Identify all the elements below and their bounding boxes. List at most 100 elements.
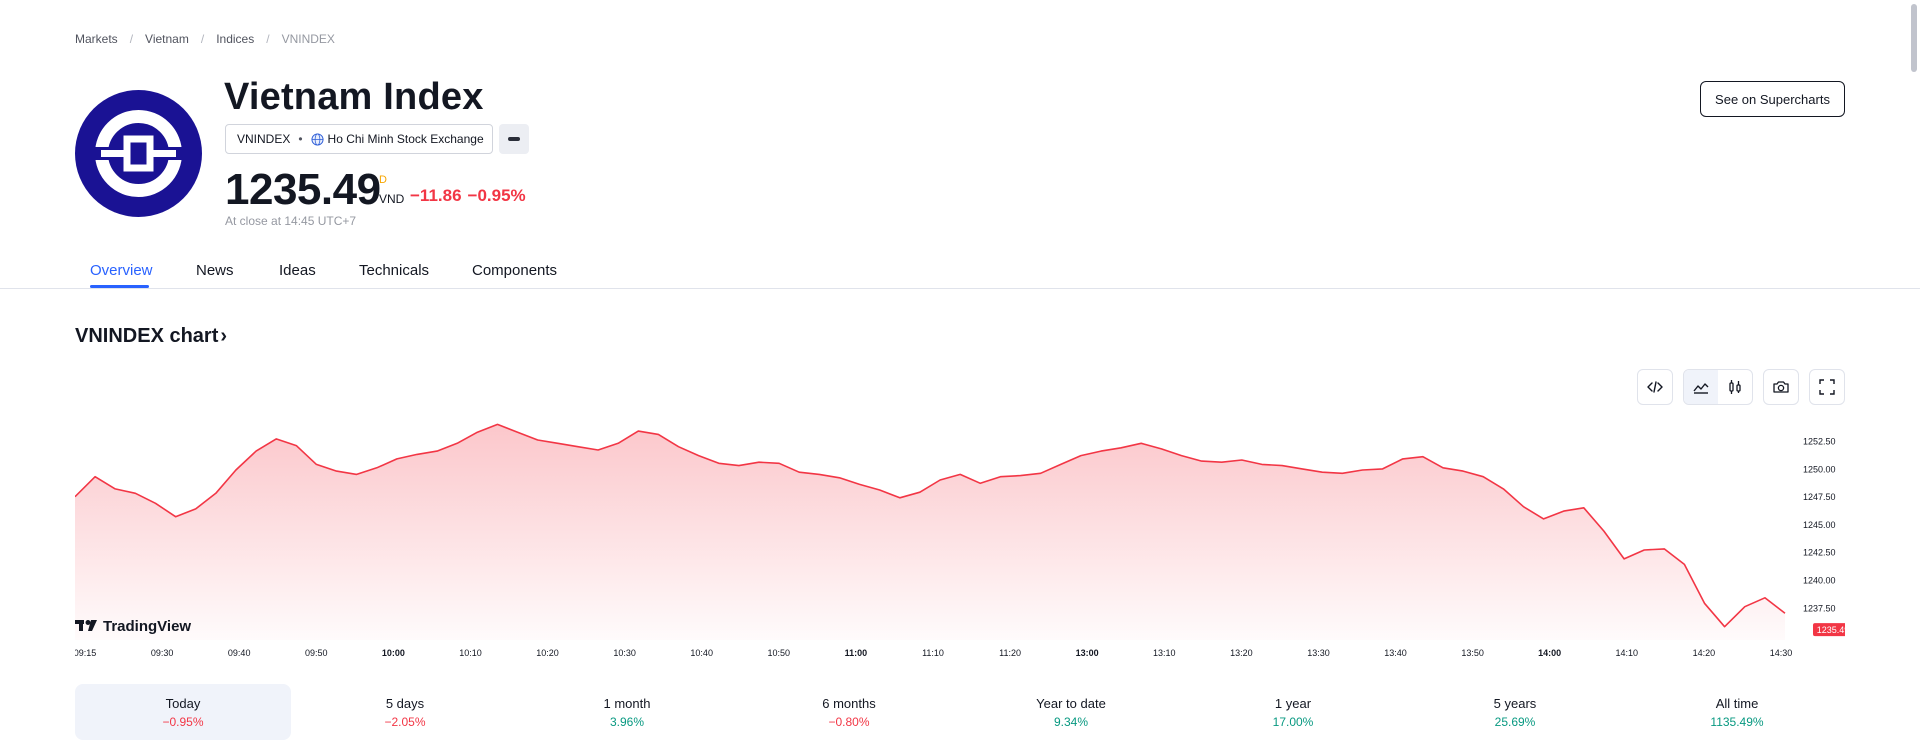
time-axis-label: 10:50 xyxy=(768,648,791,658)
time-axis-label: 13:30 xyxy=(1307,648,1330,658)
period-change: 17.00% xyxy=(1272,715,1314,729)
hose-logo-icon xyxy=(89,110,188,197)
time-axis-label: 13:50 xyxy=(1461,648,1484,658)
camera-icon xyxy=(1773,381,1789,393)
breadcrumb-separator: / xyxy=(200,32,205,46)
tab-ideas[interactable]: Ideas xyxy=(279,262,316,279)
area-chart-button[interactable] xyxy=(1684,370,1718,404)
price-axis-label: 1245.00 xyxy=(1803,520,1836,530)
time-axis-label: 09:40 xyxy=(228,648,251,658)
fullscreen-button[interactable] xyxy=(1809,369,1845,405)
chevron-right-icon: › xyxy=(220,325,228,347)
dot-separator: • xyxy=(298,132,303,146)
time-axis-label: 11:10 xyxy=(922,648,944,658)
period-item[interactable]: 1 year 17.00% xyxy=(1185,684,1401,740)
period-label: Year to date xyxy=(1036,696,1106,711)
period-item[interactable]: 1 month 3.96% xyxy=(519,684,735,740)
price-change: −11.86 −0.95% xyxy=(410,186,526,206)
symbol-exchange-box[interactable]: VNINDEX • Ho Chi Minh Stock Exchange xyxy=(225,124,493,154)
time-axis-label: 13:20 xyxy=(1230,648,1253,658)
breadcrumb-current: VNINDEX xyxy=(281,32,335,46)
breadcrumb-markets[interactable]: Markets xyxy=(75,32,118,46)
price-area-fill xyxy=(75,424,1785,640)
price-axis-label: 1247.50 xyxy=(1803,492,1836,502)
tradingview-wordmark: TradingView xyxy=(103,618,191,635)
period-change: 9.34% xyxy=(1053,715,1089,729)
change-value: −11.86 xyxy=(410,186,462,205)
period-label: 6 months xyxy=(822,696,876,711)
breadcrumb-indices[interactable]: Indices xyxy=(216,32,255,46)
chart-title-text: VNINDEX chart xyxy=(75,325,219,347)
period-label: 5 years xyxy=(1493,696,1537,711)
tab-bar: Overview News Ideas Technicals Component… xyxy=(0,258,1920,289)
minus-icon xyxy=(508,137,520,141)
screenshot-button[interactable] xyxy=(1763,369,1799,405)
period-item[interactable]: 5 days −2.05% xyxy=(297,684,513,740)
page-title: Vietnam Index xyxy=(224,76,484,118)
period-change: −0.95% xyxy=(162,715,204,729)
time-axis-label: 09:30 xyxy=(151,648,174,658)
tab-technicals[interactable]: Technicals xyxy=(359,262,430,279)
period-label: 1 year xyxy=(1274,696,1312,711)
time-axis-label: 10:40 xyxy=(690,648,713,658)
time-axis-label: 10:20 xyxy=(536,648,559,658)
tradingview-watermark: TradingView xyxy=(75,618,191,635)
period-item[interactable]: Today −0.95% xyxy=(75,684,291,740)
period-change: 1135.49% xyxy=(1710,715,1764,729)
embed-code-button[interactable] xyxy=(1637,369,1673,405)
price-axis: 1252.50 1250.00 1247.50 1245.00 1242.50 1240.… xyxy=(1803,437,1845,637)
price-axis-label: 1252.50 xyxy=(1803,437,1836,447)
period-change: −0.80% xyxy=(828,715,870,729)
index-logo xyxy=(75,90,202,217)
time-axis-label: 11:00 xyxy=(845,648,868,658)
period-item[interactable]: 5 years 25.69% xyxy=(1407,684,1623,740)
symbol-ticker: VNINDEX xyxy=(237,132,291,146)
see-on-supercharts-button[interactable]: See on Supercharts xyxy=(1700,81,1845,117)
period-item[interactable]: Year to date 9.34% xyxy=(963,684,1179,740)
price-line xyxy=(75,423,1786,628)
tab-components[interactable]: Components xyxy=(472,262,558,279)
period-label: 5 days xyxy=(385,696,425,711)
time-axis-label: 10:00 xyxy=(382,648,405,658)
exchange-name: Ho Chi Minh Stock Exchange xyxy=(327,132,484,146)
more-options-button[interactable] xyxy=(499,124,529,154)
breadcrumb-separator: / xyxy=(129,32,134,46)
price-axis-label: 1240.00 xyxy=(1803,576,1836,586)
time-axis: 09:15 09:30 09:40 09:50 10:00 10:10 10:20 10:30… xyxy=(75,648,1792,658)
time-axis-label: 14:30 xyxy=(1770,648,1793,658)
period-item[interactable]: 6 months −0.80% xyxy=(741,684,957,740)
chart-plot-area xyxy=(75,423,1786,640)
close-time-note: At close at 14:45 UTC+7 xyxy=(225,214,357,228)
time-axis-label: 10:10 xyxy=(459,648,482,658)
candles-chart-button[interactable] xyxy=(1718,370,1752,404)
price-flag-badge: D xyxy=(379,174,387,186)
time-axis-label: 14:00 xyxy=(1538,648,1561,658)
period-item[interactable]: All time 1135.49% xyxy=(1629,684,1845,740)
currency-label: VND xyxy=(379,192,405,206)
area-chart-icon xyxy=(1693,383,1709,394)
last-price-marker xyxy=(1813,623,1845,637)
price-axis-label: 1237.50 xyxy=(1803,603,1836,613)
page-scrollbar[interactable] xyxy=(1906,0,1920,756)
period-label: 1 month xyxy=(603,696,651,711)
tab-overview[interactable]: Overview xyxy=(90,262,153,279)
breadcrumb-separator: / xyxy=(266,32,270,46)
breadcrumb-vietnam[interactable]: Vietnam xyxy=(145,32,189,46)
time-axis-label: 11:20 xyxy=(999,648,1021,658)
candlestick-icon xyxy=(1729,380,1741,394)
period-change: 3.96% xyxy=(609,715,645,729)
price-chart[interactable]: 1252.50 1250.00 1247.50 1245.00 1242.50 1240.… xyxy=(75,420,1845,670)
period-change: 25.69% xyxy=(1494,715,1536,729)
active-tab-indicator xyxy=(90,285,149,288)
globe-icon xyxy=(311,132,324,146)
period-label: Today xyxy=(165,696,201,711)
time-axis-label: 13:10 xyxy=(1153,648,1176,658)
code-icon xyxy=(1647,381,1663,393)
period-performance-bar: Today −0.95% 5 days −2.05% 1 month 3.96% 6 mon… xyxy=(75,684,1845,740)
scrollbar-thumb[interactable] xyxy=(1911,4,1917,72)
time-axis-label: 13:00 xyxy=(1076,648,1099,658)
tab-news[interactable]: News xyxy=(196,262,234,279)
tradingview-logo-icon xyxy=(75,620,97,631)
chart-section-title[interactable]: VNINDEX chart › xyxy=(75,325,227,348)
time-axis-label: 09:50 xyxy=(305,648,328,658)
